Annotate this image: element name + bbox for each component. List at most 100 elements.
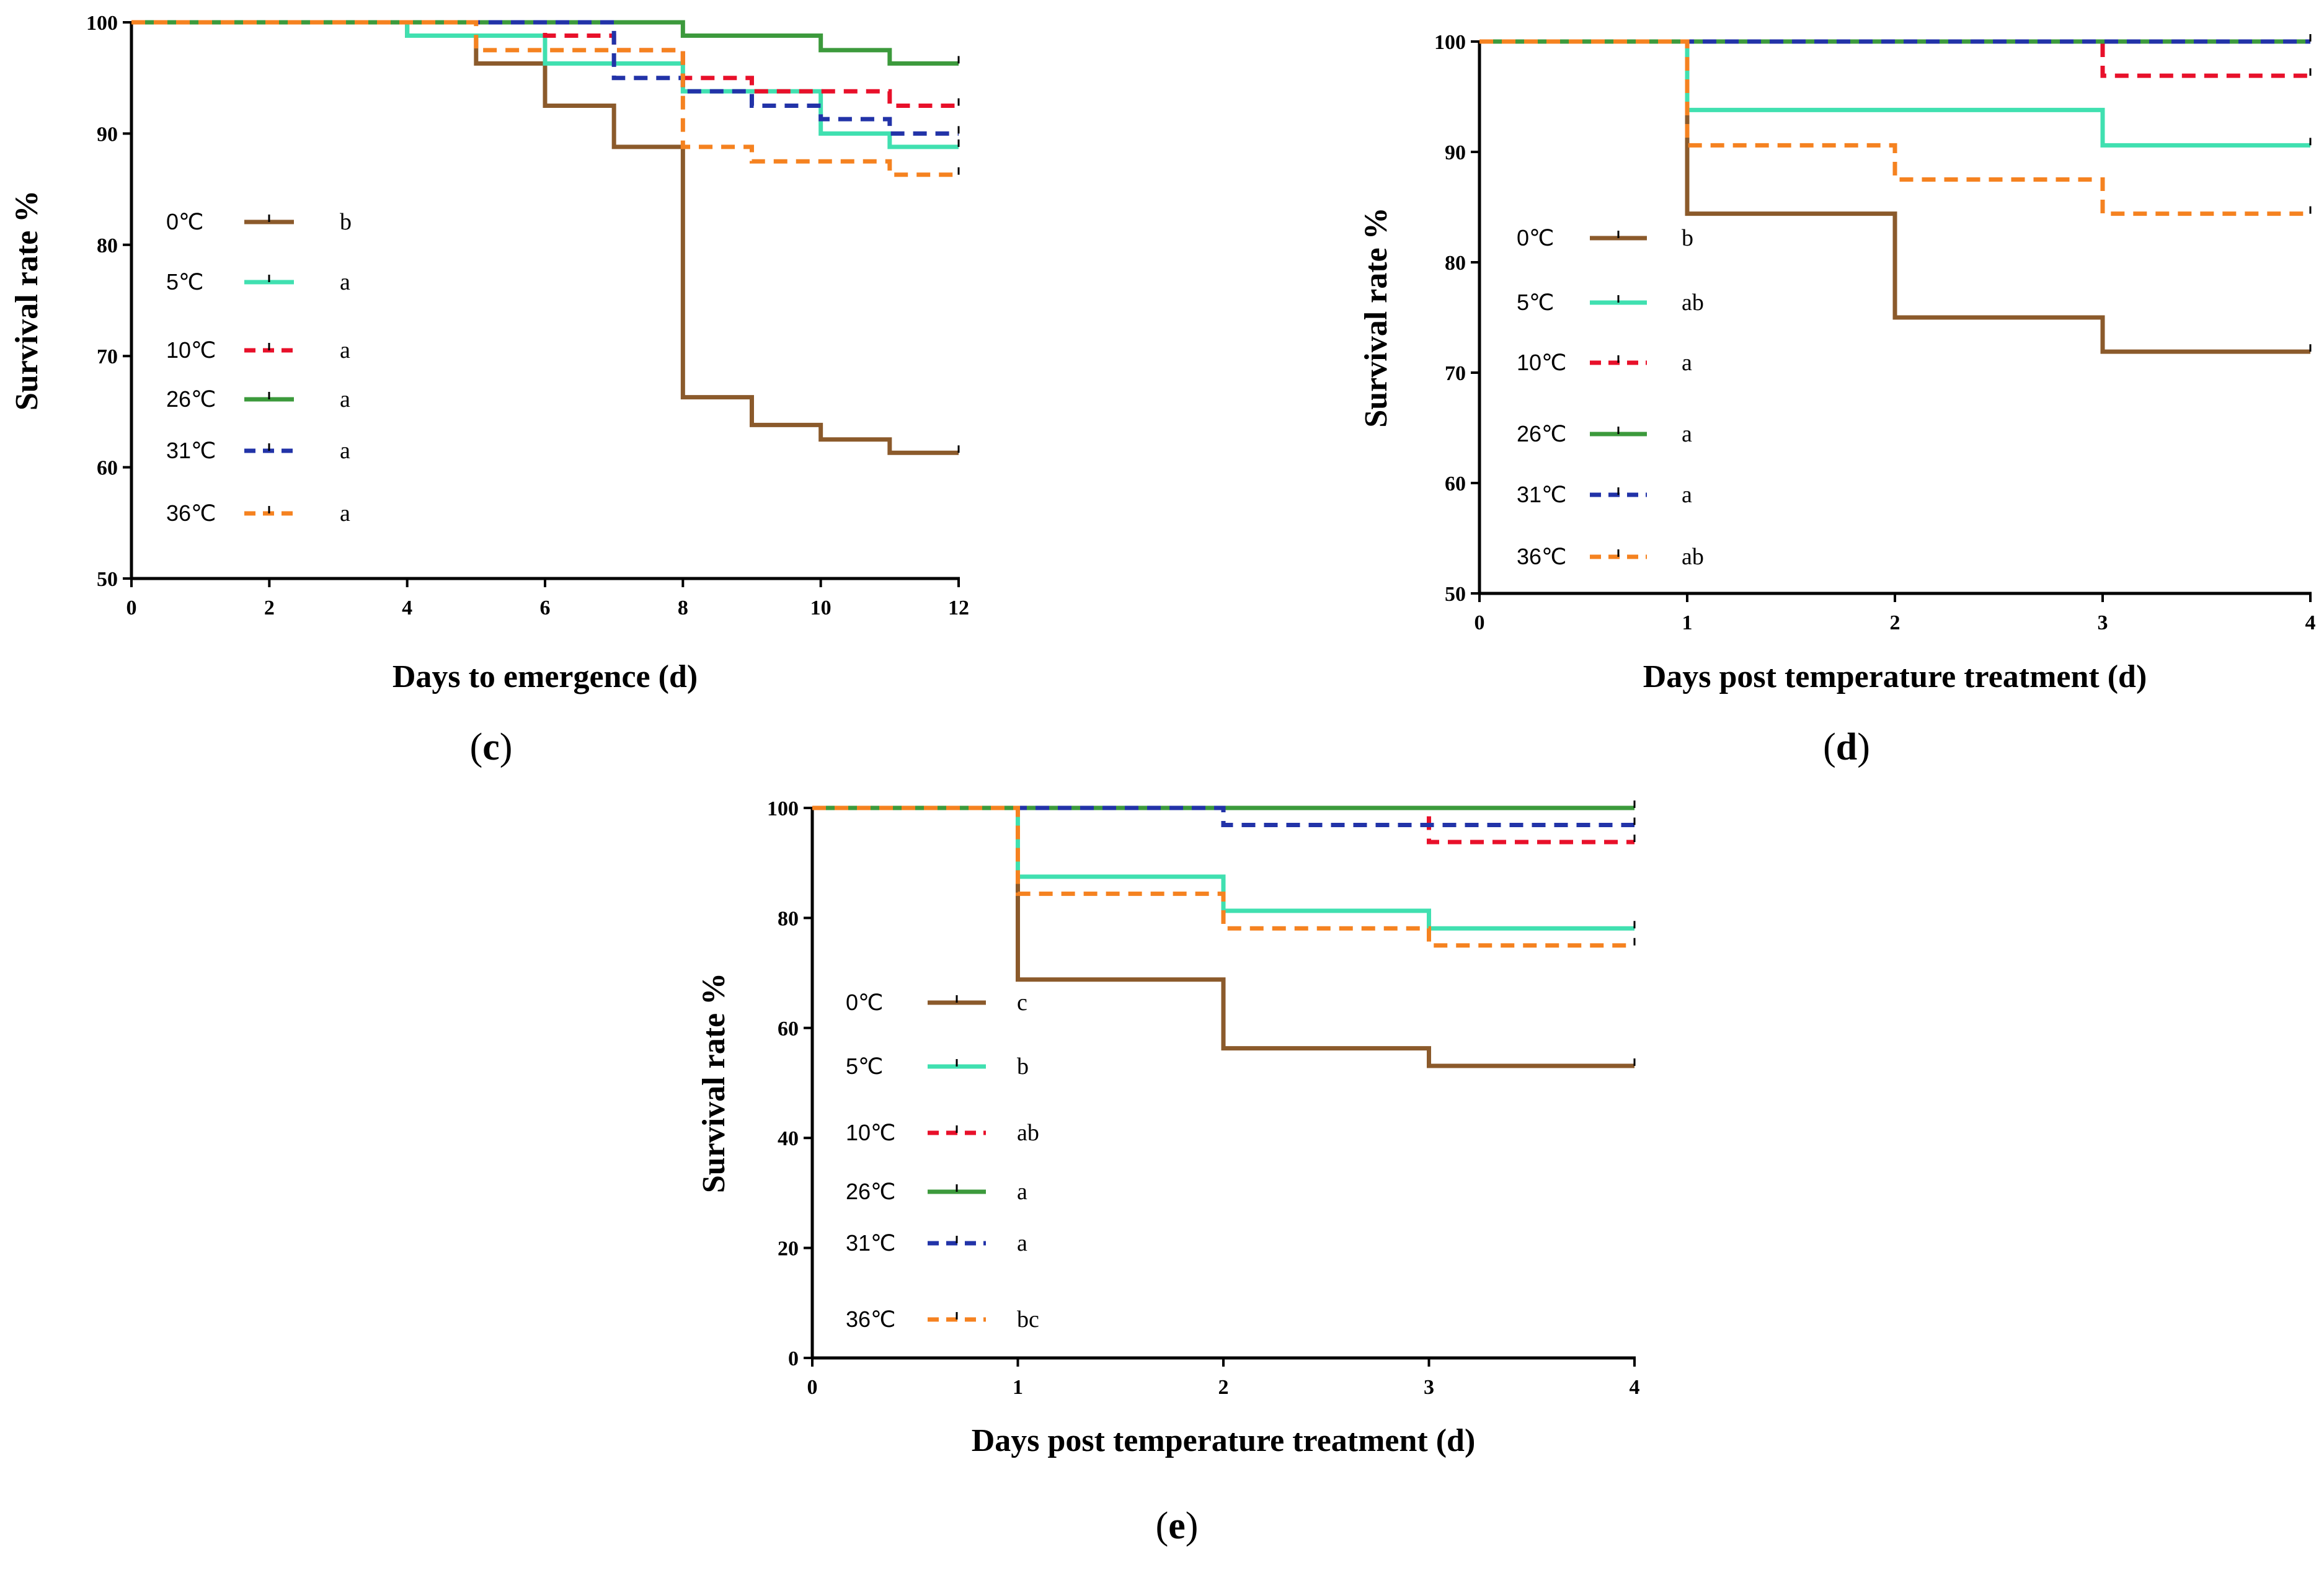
chart-panel-c: 50 60 70 80 90 100 0 2 4 6 8 10 12 Days to emergence … <box>9 12 969 768</box>
x-tick-label: 10 <box>810 597 832 619</box>
x-tick-label: 2 <box>264 597 275 619</box>
legend-significance: a <box>1017 1230 1027 1256</box>
legend-label: 0℃ <box>1517 225 1554 251</box>
panel-label: (e) <box>1156 1505 1199 1547</box>
y-tick-label: 60 <box>1445 472 1466 495</box>
x-axis-label: Days post temperature treatment (d) <box>972 1423 1476 1458</box>
y-tick-label: 70 <box>1445 362 1466 385</box>
x-tick-label: 2 <box>1890 611 1900 634</box>
legend-label: 26℃ <box>846 1179 895 1204</box>
panel-label-open-paren: ( <box>470 726 483 768</box>
legend-label: 26℃ <box>166 386 216 412</box>
legend-significance: bc <box>1017 1306 1039 1333</box>
legend-significance: b <box>1682 225 1693 251</box>
x-tick-label: 1 <box>1682 611 1693 634</box>
legend-label: 10℃ <box>1517 350 1566 375</box>
legend-label: 5℃ <box>166 269 203 295</box>
panel-label-close-paren: ) <box>1857 726 1870 768</box>
panel-label-close-paren: ) <box>1186 1505 1199 1547</box>
y-axis-label: Survival rate % <box>9 190 45 410</box>
y-tick-label: 80 <box>778 907 799 930</box>
series-line-0 <box>131 20 959 455</box>
y-tick-label: 50 <box>97 568 118 591</box>
y-tick-label: 90 <box>97 123 118 146</box>
legend-label: 36℃ <box>166 500 216 526</box>
series-line-4 <box>131 20 959 136</box>
legend-label: 0℃ <box>166 209 203 234</box>
legend-label: 31℃ <box>846 1230 895 1256</box>
series-line-0 <box>1479 39 2310 354</box>
x-tick-label: 3 <box>1424 1376 1434 1399</box>
legend-significance: c <box>1017 990 1027 1016</box>
chart-panel-d: 50 60 70 80 90 100 0 1 2 3 4 Days post temperature … <box>1359 31 2316 768</box>
y-axis-label: Survival rate % <box>1359 207 1394 427</box>
x-axis-label: Days post temperature treatment (d) <box>1643 659 2147 694</box>
series-line-4 <box>812 805 1634 827</box>
legend-significance: b <box>340 209 352 235</box>
series-line-3 <box>131 20 959 66</box>
legend-significance: a <box>1682 350 1692 376</box>
x-tick-label: 12 <box>948 597 969 619</box>
legend-significance: a <box>1017 1179 1027 1205</box>
legend-label: 31℃ <box>1517 482 1566 507</box>
y-tick-label: 100 <box>86 12 118 35</box>
legend-label: 5℃ <box>1517 290 1554 315</box>
x-axis-label: Days to emergence (d) <box>393 659 698 694</box>
x-tick-label: 8 <box>678 597 688 619</box>
panel-label-letter: e <box>1168 1505 1186 1547</box>
y-tick-label: 50 <box>1445 583 1466 606</box>
legend-significance: a <box>340 386 350 412</box>
y-tick-label: 20 <box>778 1238 799 1261</box>
series-line-0 <box>812 805 1634 1068</box>
panel-label: (d) <box>1823 726 1870 768</box>
legend-significance: a <box>1682 482 1692 508</box>
panel-label-open-paren: ( <box>1823 726 1836 768</box>
y-tick-label: 60 <box>97 457 118 480</box>
y-tick-label: 0 <box>788 1347 799 1370</box>
y-tick-label: 80 <box>1445 252 1466 275</box>
panel-label: (c) <box>470 726 513 768</box>
series-line-5 <box>1479 39 2310 216</box>
y-tick-label: 80 <box>97 234 118 257</box>
series-line-5 <box>812 805 1634 948</box>
y-tick-label: 70 <box>97 345 118 368</box>
x-tick-label: 3 <box>2098 611 2108 634</box>
legend-significance: ab <box>1017 1120 1039 1146</box>
x-tick-label: 0 <box>1475 611 1485 634</box>
y-tick-label: 100 <box>1434 31 1466 54</box>
legend-significance: a <box>1682 421 1692 447</box>
legend-significance: ab <box>1682 544 1704 570</box>
x-tick-label: 4 <box>1630 1376 1640 1399</box>
panel-label-open-paren: ( <box>1156 1505 1169 1547</box>
legend-label: 36℃ <box>846 1306 895 1332</box>
y-tick-label: 40 <box>778 1127 799 1150</box>
legend-label: 10℃ <box>846 1120 895 1145</box>
legend-significance: ab <box>1682 290 1704 316</box>
x-tick-label: 0 <box>807 1376 818 1399</box>
y-tick-label: 60 <box>778 1018 799 1040</box>
legend-label: 5℃ <box>846 1053 883 1079</box>
legend-label: 36℃ <box>1517 544 1566 569</box>
legend-label: 0℃ <box>846 990 883 1015</box>
panel-label-letter: c <box>482 726 500 768</box>
y-tick-label: 90 <box>1445 141 1466 164</box>
legend-label: 31℃ <box>166 438 216 463</box>
x-tick-label: 1 <box>1013 1376 1023 1399</box>
y-tick-label: 100 <box>767 797 799 820</box>
y-axis-label: Survival rate % <box>696 973 732 1193</box>
x-tick-label: 6 <box>540 597 551 619</box>
x-tick-label: 4 <box>402 597 412 619</box>
chart-panel-e: 0 20 40 60 80 100 0 1 2 3 4 Days post temperature t… <box>696 797 1640 1547</box>
x-tick-label: 2 <box>1218 1376 1229 1399</box>
series-line-2 <box>1479 39 2310 78</box>
panel-label-close-paren: ) <box>500 726 513 768</box>
x-tick-label: 0 <box>126 597 137 619</box>
series-line-1 <box>1479 39 2310 148</box>
series-line-5 <box>131 20 959 177</box>
legend-significance: a <box>340 500 350 526</box>
legend-label: 26℃ <box>1517 421 1566 446</box>
legend-label: 10℃ <box>166 337 216 363</box>
legend-significance: b <box>1017 1053 1029 1080</box>
panel-label-letter: d <box>1836 726 1857 768</box>
